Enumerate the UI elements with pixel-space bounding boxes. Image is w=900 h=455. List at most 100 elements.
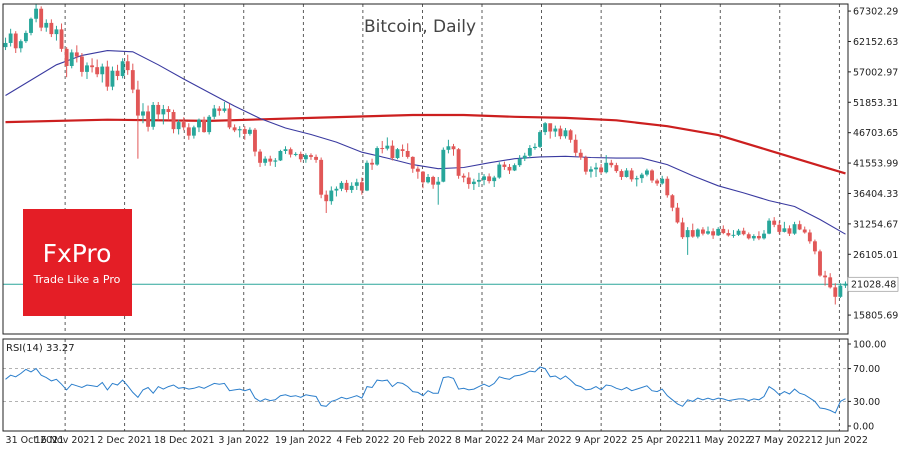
candle-body xyxy=(634,178,639,180)
candle-body xyxy=(700,229,705,234)
candle-body xyxy=(8,33,13,43)
candle-body xyxy=(629,170,634,180)
candle-body xyxy=(130,70,135,90)
candle-body xyxy=(767,220,772,234)
y-tick-label: 36404.33 xyxy=(853,189,898,200)
candle-body xyxy=(141,111,145,116)
candle-body xyxy=(359,182,364,191)
candle-body xyxy=(482,176,486,180)
candle-body xyxy=(624,170,629,177)
candle-body xyxy=(181,122,186,128)
rsi-tick-label: 70.00 xyxy=(853,364,880,375)
candle-body xyxy=(344,182,349,190)
candle-body xyxy=(395,149,400,159)
candle-body xyxy=(685,230,690,238)
candle-body xyxy=(604,162,609,173)
candle-body xyxy=(451,146,456,150)
candle-body xyxy=(207,116,212,133)
candle-body xyxy=(477,179,481,182)
candle-body xyxy=(29,18,33,33)
logo-tagline: Trade Like a Pro xyxy=(33,273,121,286)
candle-body xyxy=(293,153,298,155)
main-plot-frame xyxy=(2,3,849,335)
candle-body xyxy=(23,32,28,42)
candle-body xyxy=(69,52,74,66)
candle-body xyxy=(375,148,380,165)
candle-body xyxy=(288,149,293,155)
candle-body xyxy=(614,165,619,172)
candle-body xyxy=(446,146,451,150)
candle-body xyxy=(405,150,410,157)
candle-body xyxy=(471,181,476,185)
candle-body xyxy=(538,132,542,147)
y-tick-label: 57002.97 xyxy=(853,67,898,78)
candle-body xyxy=(74,52,79,57)
y-tick-label: 67302.29 xyxy=(853,7,898,18)
candle-body xyxy=(568,130,573,140)
x-tick-label: 25 Apr 2022 xyxy=(631,435,690,446)
candle-body xyxy=(49,22,54,35)
ma-slow-line xyxy=(5,113,846,175)
candle-body xyxy=(18,41,23,49)
candle-body xyxy=(548,123,553,132)
candle-body xyxy=(365,162,369,191)
candle-body xyxy=(263,158,268,163)
candle-body xyxy=(110,70,115,87)
candle-body xyxy=(370,162,374,165)
candle-body xyxy=(415,168,420,172)
candle-body xyxy=(670,195,675,208)
candle-body xyxy=(90,65,95,68)
candle-body xyxy=(85,65,89,72)
candle-body xyxy=(828,277,833,288)
candle-body xyxy=(497,164,502,178)
candle-body xyxy=(466,177,471,185)
candle-body xyxy=(222,108,227,111)
candle-body xyxy=(573,139,578,153)
candle-body xyxy=(818,251,822,276)
candle-body xyxy=(54,29,59,35)
candle-body xyxy=(329,190,334,202)
candle-body xyxy=(232,127,237,131)
candle-body xyxy=(751,236,756,239)
candle-body xyxy=(716,228,721,236)
candle-body xyxy=(253,129,257,152)
candle-body xyxy=(706,231,710,234)
candle-body xyxy=(197,119,201,128)
candle-body xyxy=(247,129,252,134)
candle-body xyxy=(431,176,436,185)
candle-body xyxy=(578,152,583,158)
candle-body xyxy=(156,104,161,115)
candle-body xyxy=(354,182,359,186)
candle-body xyxy=(426,176,430,183)
candle-body xyxy=(125,61,130,71)
candle-body xyxy=(741,230,746,235)
candle-body xyxy=(726,233,731,236)
candle-body xyxy=(527,148,532,156)
candle-body xyxy=(644,170,649,175)
candle-body xyxy=(507,166,512,171)
candle-body xyxy=(695,229,700,237)
candle-body xyxy=(792,224,797,234)
candle-body xyxy=(650,170,654,181)
candle-body xyxy=(456,149,461,176)
fxpro-logo: FxPro Trade Like a Pro xyxy=(23,209,132,316)
x-tick-label: 27 May 2022 xyxy=(749,435,811,446)
moving-averages xyxy=(5,50,846,235)
candle-body xyxy=(502,164,507,167)
candle-body xyxy=(64,48,69,66)
x-tick-label: 3 Jan 2022 xyxy=(218,435,269,446)
candle-body xyxy=(237,129,242,131)
rsi-tick-label: 100.00 xyxy=(853,340,886,351)
candle-body xyxy=(120,61,125,77)
x-tick-label: 8 Mar 2022 xyxy=(455,435,509,446)
candle-body xyxy=(736,230,741,235)
candle-body xyxy=(278,150,283,161)
candle-body xyxy=(441,149,446,182)
candle-body xyxy=(13,33,18,49)
y-tick-label: 62152.63 xyxy=(853,37,898,48)
candle-body xyxy=(823,275,828,278)
candle-body xyxy=(772,220,777,225)
candle-body xyxy=(807,232,812,242)
candle-body xyxy=(675,207,680,223)
